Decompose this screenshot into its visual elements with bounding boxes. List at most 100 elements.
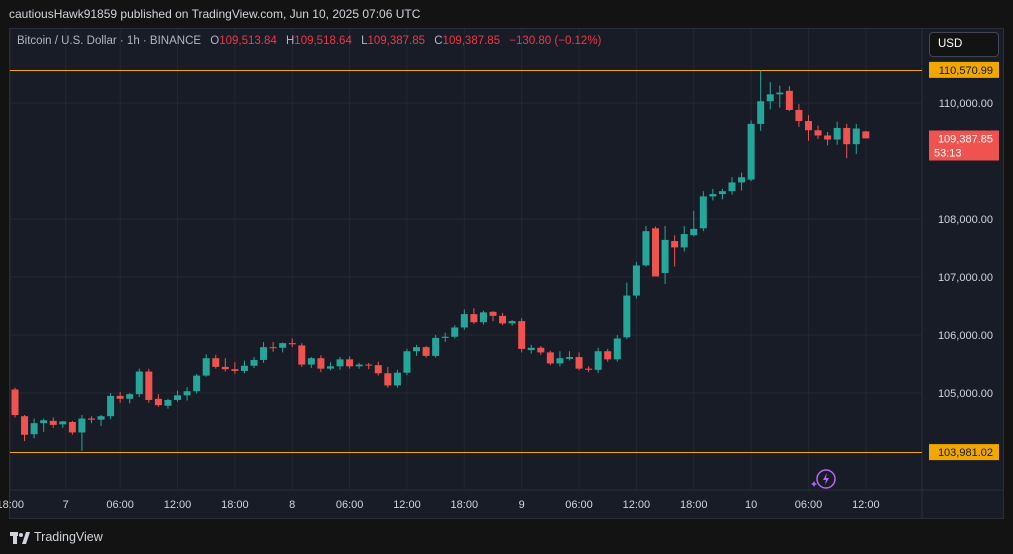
- candle-up[interactable]: [355, 364, 363, 367]
- candle-down[interactable]: [87, 418, 95, 420]
- candle-up[interactable]: [250, 359, 258, 366]
- top-bar: cautiousHawk91859 published on TradingVi…: [0, 0, 1013, 28]
- tradingview-logo[interactable]: TradingView: [10, 530, 103, 544]
- candle-down[interactable]: [298, 345, 306, 365]
- candle-down[interactable]: [269, 347, 277, 349]
- candle-up[interactable]: [738, 177, 746, 183]
- candle-down[interactable]: [671, 241, 679, 248]
- candle-up[interactable]: [594, 351, 602, 370]
- candle-up[interactable]: [307, 358, 315, 365]
- candle-down[interactable]: [814, 130, 822, 136]
- candle-up[interactable]: [135, 371, 143, 395]
- candle-up[interactable]: [527, 347, 535, 351]
- candle-down[interactable]: [795, 109, 803, 121]
- candle-down[interactable]: [489, 311, 497, 316]
- candle-down[interactable]: [575, 357, 583, 369]
- candle-up[interactable]: [680, 234, 688, 248]
- candle-up[interactable]: [240, 365, 248, 371]
- candle-down[interactable]: [374, 365, 382, 374]
- candle-up[interactable]: [78, 418, 86, 433]
- candle-up[interactable]: [183, 391, 191, 396]
- candle-down[interactable]: [145, 371, 153, 400]
- candle-up[interactable]: [336, 359, 344, 367]
- candle-down[interactable]: [288, 343, 296, 345]
- candle-up[interactable]: [202, 358, 210, 376]
- candle-up[interactable]: [59, 421, 67, 425]
- candle-down[interactable]: [499, 315, 507, 324]
- candle-up[interactable]: [632, 265, 640, 296]
- candle-up[interactable]: [451, 327, 459, 337]
- candle-up[interactable]: [747, 123, 755, 180]
- candle-up[interactable]: [766, 94, 774, 102]
- candle-down[interactable]: [11, 389, 19, 416]
- candle-up[interactable]: [260, 347, 268, 360]
- candle-down[interactable]: [221, 366, 229, 370]
- candle-up[interactable]: [833, 127, 841, 140]
- candle-down[interactable]: [21, 416, 29, 435]
- candle-up[interactable]: [393, 372, 401, 386]
- candle-up[interactable]: [508, 321, 516, 324]
- candle-down[interactable]: [49, 420, 57, 425]
- candle-up[interactable]: [613, 338, 621, 360]
- candle-up[interactable]: [413, 347, 421, 352]
- candle-up[interactable]: [757, 101, 765, 124]
- candle-down[interactable]: [652, 228, 660, 277]
- candle-up[interactable]: [174, 395, 182, 400]
- candle-up[interactable]: [718, 191, 726, 195]
- candle-up[interactable]: [164, 399, 172, 406]
- candle-up[interactable]: [403, 351, 411, 373]
- candle-up[interactable]: [709, 194, 717, 197]
- candle-up[interactable]: [193, 375, 201, 392]
- candle-down[interactable]: [843, 127, 851, 145]
- candle-up[interactable]: [623, 295, 631, 338]
- candle-up[interactable]: [40, 420, 48, 424]
- candle-up[interactable]: [97, 416, 105, 420]
- candle-up[interactable]: [126, 394, 134, 399]
- candle-down[interactable]: [422, 347, 430, 356]
- legend-open-value: 109,513.84: [219, 35, 277, 47]
- candle-up[interactable]: [432, 337, 440, 356]
- candle-up[interactable]: [852, 128, 860, 145]
- candle-down[interactable]: [116, 395, 124, 399]
- time-tick-label: 12:00: [393, 499, 421, 511]
- candle-up[interactable]: [107, 395, 115, 417]
- candle-down[interactable]: [384, 373, 392, 386]
- candle-up[interactable]: [279, 343, 287, 348]
- candle-down[interactable]: [585, 368, 593, 370]
- candle-up[interactable]: [661, 239, 669, 273]
- candle-up[interactable]: [699, 196, 707, 229]
- candle-up[interactable]: [565, 357, 573, 359]
- candle-down[interactable]: [346, 359, 354, 367]
- currency-button[interactable]: USD: [929, 32, 999, 57]
- candle-up[interactable]: [728, 182, 736, 192]
- candle-up[interactable]: [30, 423, 38, 435]
- candle-down[interactable]: [365, 364, 373, 366]
- candle-down[interactable]: [785, 90, 793, 110]
- candle-down[interactable]: [537, 347, 545, 353]
- candle-down[interactable]: [317, 358, 325, 369]
- candle-down[interactable]: [518, 321, 526, 349]
- candle-up[interactable]: [460, 314, 468, 328]
- candle-up[interactable]: [642, 231, 650, 266]
- candle-down[interactable]: [546, 352, 554, 364]
- price-tick-label: 107,000.00: [938, 272, 993, 284]
- candle-up[interactable]: [690, 228, 698, 236]
- candle-down[interactable]: [212, 358, 220, 367]
- candle-down[interactable]: [470, 314, 478, 323]
- candle-down[interactable]: [862, 131, 870, 139]
- candle-down[interactable]: [68, 422, 76, 433]
- chart-panel[interactable]: [9, 28, 1004, 519]
- candle-down[interactable]: [804, 120, 812, 131]
- candle-up[interactable]: [479, 312, 487, 323]
- candle-down[interactable]: [231, 369, 239, 371]
- lightning-badge-icon[interactable]: [816, 469, 836, 489]
- candle-down[interactable]: [824, 135, 832, 140]
- candle-up[interactable]: [776, 92, 784, 95]
- candle-down[interactable]: [604, 351, 612, 360]
- tradingview-logo-icon: [10, 531, 30, 544]
- candle-up[interactable]: [556, 358, 564, 364]
- candle-up[interactable]: [441, 336, 449, 338]
- candle-up[interactable]: [326, 366, 334, 369]
- candle-down[interactable]: [154, 398, 162, 406]
